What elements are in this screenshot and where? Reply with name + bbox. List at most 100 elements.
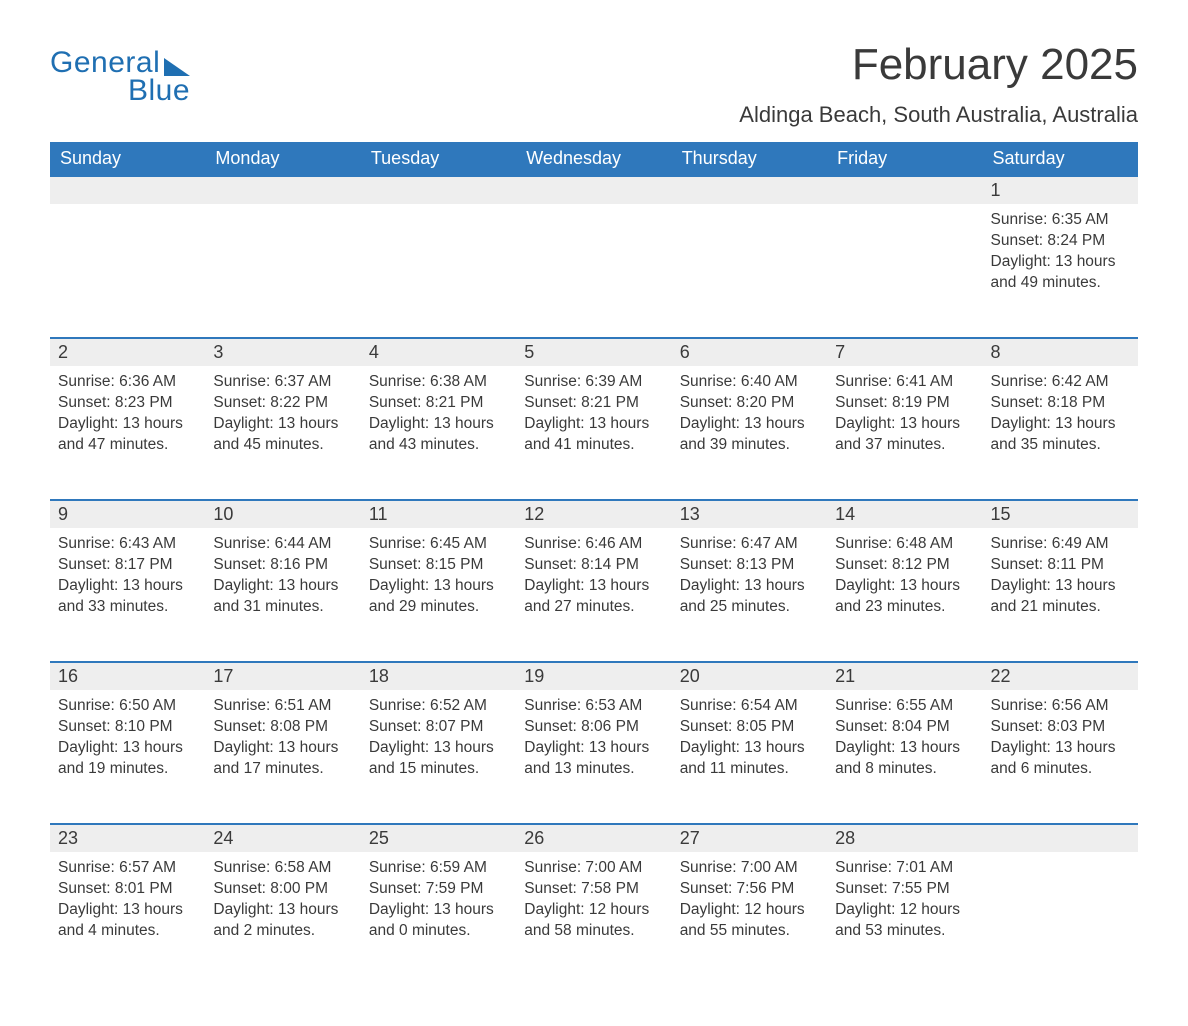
day-data-cell: Sunrise: 6:50 AMSunset: 8:10 PMDaylight:… bbox=[50, 690, 205, 824]
day-number-cell: 7 bbox=[827, 338, 982, 366]
sunrise-line: Sunrise: 6:50 AM bbox=[58, 696, 197, 717]
daylight-line: Daylight: 13 hours and 25 minutes. bbox=[680, 576, 819, 618]
sunset-line: Sunset: 8:14 PM bbox=[524, 555, 663, 576]
day-data-cell: Sunrise: 7:00 AMSunset: 7:58 PMDaylight:… bbox=[516, 852, 671, 986]
sunrise-line: Sunrise: 6:39 AM bbox=[524, 372, 663, 393]
day-number-cell: 21 bbox=[827, 662, 982, 690]
day-data-cell: Sunrise: 6:41 AMSunset: 8:19 PMDaylight:… bbox=[827, 366, 982, 500]
day-data-cell: Sunrise: 6:53 AMSunset: 8:06 PMDaylight:… bbox=[516, 690, 671, 824]
day-data-cell bbox=[983, 852, 1138, 986]
day-data-cell: Sunrise: 6:45 AMSunset: 8:15 PMDaylight:… bbox=[361, 528, 516, 662]
day-data-cell: Sunrise: 6:48 AMSunset: 8:12 PMDaylight:… bbox=[827, 528, 982, 662]
sunrise-line: Sunrise: 6:56 AM bbox=[991, 696, 1130, 717]
sunset-line: Sunset: 8:20 PM bbox=[680, 393, 819, 414]
day-data-cell bbox=[827, 204, 982, 338]
sunset-line: Sunset: 8:03 PM bbox=[991, 717, 1130, 738]
calendar-table: SundayMondayTuesdayWednesdayThursdayFrid… bbox=[50, 142, 1138, 986]
day-data-cell: Sunrise: 6:46 AMSunset: 8:14 PMDaylight:… bbox=[516, 528, 671, 662]
day-number-cell: 23 bbox=[50, 824, 205, 852]
sunrise-line: Sunrise: 6:52 AM bbox=[369, 696, 508, 717]
day-data-cell bbox=[205, 204, 360, 338]
brand-logo: General Blue bbox=[50, 46, 190, 108]
sunset-line: Sunset: 8:21 PM bbox=[369, 393, 508, 414]
sunset-line: Sunset: 8:00 PM bbox=[213, 879, 352, 900]
daylight-line: Daylight: 13 hours and 27 minutes. bbox=[524, 576, 663, 618]
sunset-line: Sunset: 8:21 PM bbox=[524, 393, 663, 414]
day-data-cell: Sunrise: 6:37 AMSunset: 8:22 PMDaylight:… bbox=[205, 366, 360, 500]
sunrise-line: Sunrise: 6:43 AM bbox=[58, 534, 197, 555]
page-title: February 2025 bbox=[739, 40, 1138, 90]
daylight-line: Daylight: 13 hours and 0 minutes. bbox=[369, 900, 508, 942]
weekday-header: Wednesday bbox=[516, 142, 671, 176]
day-number-cell: 18 bbox=[361, 662, 516, 690]
sunrise-line: Sunrise: 7:00 AM bbox=[524, 858, 663, 879]
day-number-cell: 14 bbox=[827, 500, 982, 528]
daylight-line: Daylight: 13 hours and 29 minutes. bbox=[369, 576, 508, 618]
day-number-cell: 2 bbox=[50, 338, 205, 366]
day-data-row: Sunrise: 6:35 AMSunset: 8:24 PMDaylight:… bbox=[50, 204, 1138, 338]
daylight-line: Daylight: 13 hours and 47 minutes. bbox=[58, 414, 197, 456]
daylight-line: Daylight: 13 hours and 4 minutes. bbox=[58, 900, 197, 942]
sunset-line: Sunset: 8:11 PM bbox=[991, 555, 1130, 576]
daylight-line: Daylight: 13 hours and 8 minutes. bbox=[835, 738, 974, 780]
day-number-cell: 20 bbox=[672, 662, 827, 690]
day-data-cell: Sunrise: 6:49 AMSunset: 8:11 PMDaylight:… bbox=[983, 528, 1138, 662]
daylight-line: Daylight: 13 hours and 33 minutes. bbox=[58, 576, 197, 618]
day-data-row: Sunrise: 6:36 AMSunset: 8:23 PMDaylight:… bbox=[50, 366, 1138, 500]
day-number-cell: 25 bbox=[361, 824, 516, 852]
day-data-cell bbox=[672, 204, 827, 338]
day-data-cell: Sunrise: 6:36 AMSunset: 8:23 PMDaylight:… bbox=[50, 366, 205, 500]
weekday-header: Friday bbox=[827, 142, 982, 176]
day-number-cell: 5 bbox=[516, 338, 671, 366]
day-number-cell: 6 bbox=[672, 338, 827, 366]
sunrise-line: Sunrise: 6:36 AM bbox=[58, 372, 197, 393]
sunrise-line: Sunrise: 7:00 AM bbox=[680, 858, 819, 879]
sunset-line: Sunset: 8:18 PM bbox=[991, 393, 1130, 414]
sunset-line: Sunset: 8:23 PM bbox=[58, 393, 197, 414]
day-data-cell: Sunrise: 6:51 AMSunset: 8:08 PMDaylight:… bbox=[205, 690, 360, 824]
day-number-cell: 27 bbox=[672, 824, 827, 852]
day-number-row: 1 bbox=[50, 176, 1138, 204]
day-number-cell bbox=[50, 176, 205, 204]
sunset-line: Sunset: 8:15 PM bbox=[369, 555, 508, 576]
day-number-cell bbox=[983, 824, 1138, 852]
day-data-cell bbox=[516, 204, 671, 338]
day-data-cell: Sunrise: 6:42 AMSunset: 8:18 PMDaylight:… bbox=[983, 366, 1138, 500]
sunset-line: Sunset: 8:16 PM bbox=[213, 555, 352, 576]
day-number-cell bbox=[672, 176, 827, 204]
daylight-line: Daylight: 13 hours and 23 minutes. bbox=[835, 576, 974, 618]
day-number-cell: 3 bbox=[205, 338, 360, 366]
daylight-line: Daylight: 13 hours and 35 minutes. bbox=[991, 414, 1130, 456]
day-number-cell: 9 bbox=[50, 500, 205, 528]
day-number-cell: 19 bbox=[516, 662, 671, 690]
sunrise-line: Sunrise: 6:41 AM bbox=[835, 372, 974, 393]
sunrise-line: Sunrise: 6:57 AM bbox=[58, 858, 197, 879]
daylight-line: Daylight: 13 hours and 45 minutes. bbox=[213, 414, 352, 456]
weekday-header: Saturday bbox=[983, 142, 1138, 176]
day-data-cell: Sunrise: 6:54 AMSunset: 8:05 PMDaylight:… bbox=[672, 690, 827, 824]
sunset-line: Sunset: 8:12 PM bbox=[835, 555, 974, 576]
day-data-cell: Sunrise: 6:47 AMSunset: 8:13 PMDaylight:… bbox=[672, 528, 827, 662]
sunrise-line: Sunrise: 6:44 AM bbox=[213, 534, 352, 555]
daylight-line: Daylight: 12 hours and 58 minutes. bbox=[524, 900, 663, 942]
sunset-line: Sunset: 8:07 PM bbox=[369, 717, 508, 738]
daylight-line: Daylight: 13 hours and 17 minutes. bbox=[213, 738, 352, 780]
day-number-cell: 12 bbox=[516, 500, 671, 528]
calendar-header: SundayMondayTuesdayWednesdayThursdayFrid… bbox=[50, 142, 1138, 176]
day-data-cell: Sunrise: 6:52 AMSunset: 8:07 PMDaylight:… bbox=[361, 690, 516, 824]
day-data-cell: Sunrise: 6:44 AMSunset: 8:16 PMDaylight:… bbox=[205, 528, 360, 662]
sunrise-line: Sunrise: 6:53 AM bbox=[524, 696, 663, 717]
sunrise-line: Sunrise: 6:37 AM bbox=[213, 372, 352, 393]
day-number-cell: 4 bbox=[361, 338, 516, 366]
sunrise-line: Sunrise: 7:01 AM bbox=[835, 858, 974, 879]
sunrise-line: Sunrise: 6:40 AM bbox=[680, 372, 819, 393]
day-data-cell bbox=[50, 204, 205, 338]
day-data-cell: Sunrise: 6:55 AMSunset: 8:04 PMDaylight:… bbox=[827, 690, 982, 824]
daylight-line: Daylight: 13 hours and 11 minutes. bbox=[680, 738, 819, 780]
sunset-line: Sunset: 8:13 PM bbox=[680, 555, 819, 576]
sunrise-line: Sunrise: 6:38 AM bbox=[369, 372, 508, 393]
daylight-line: Daylight: 13 hours and 37 minutes. bbox=[835, 414, 974, 456]
sunrise-line: Sunrise: 6:47 AM bbox=[680, 534, 819, 555]
day-data-row: Sunrise: 6:50 AMSunset: 8:10 PMDaylight:… bbox=[50, 690, 1138, 824]
day-data-cell: Sunrise: 6:40 AMSunset: 8:20 PMDaylight:… bbox=[672, 366, 827, 500]
